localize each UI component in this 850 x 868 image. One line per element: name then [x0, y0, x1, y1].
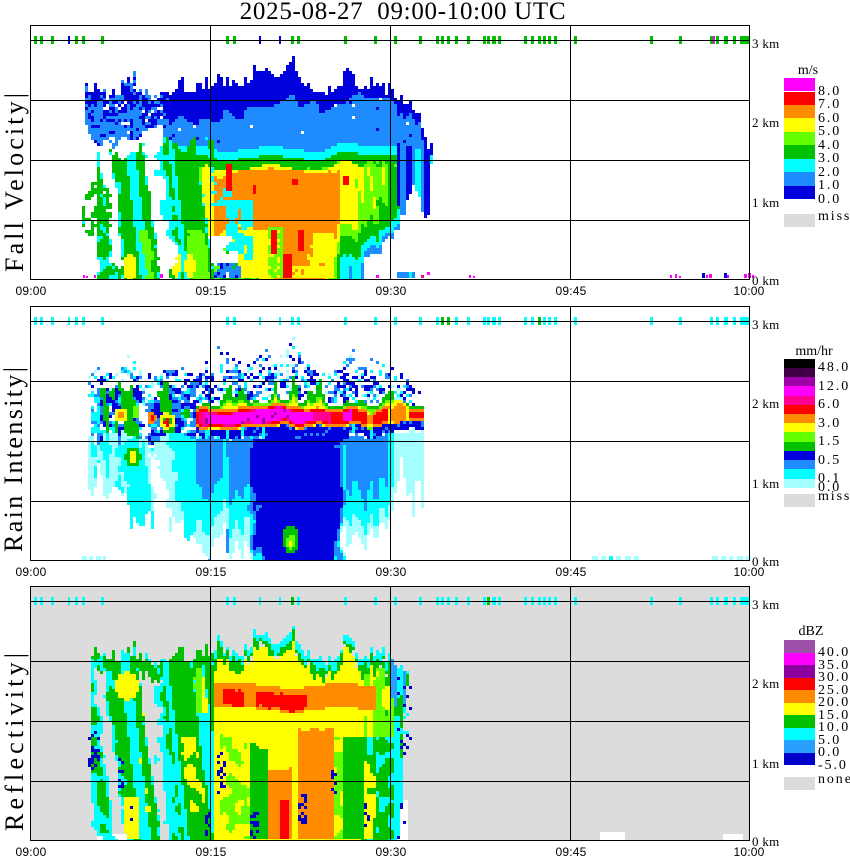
svg-text:Rain Intensity|: Rain Intensity| — [0, 367, 28, 552]
svg-text:Reflectivity|: Reflectivity| — [0, 653, 29, 831]
svg-text:Fall Velocity|: Fall Velocity| — [0, 93, 29, 272]
